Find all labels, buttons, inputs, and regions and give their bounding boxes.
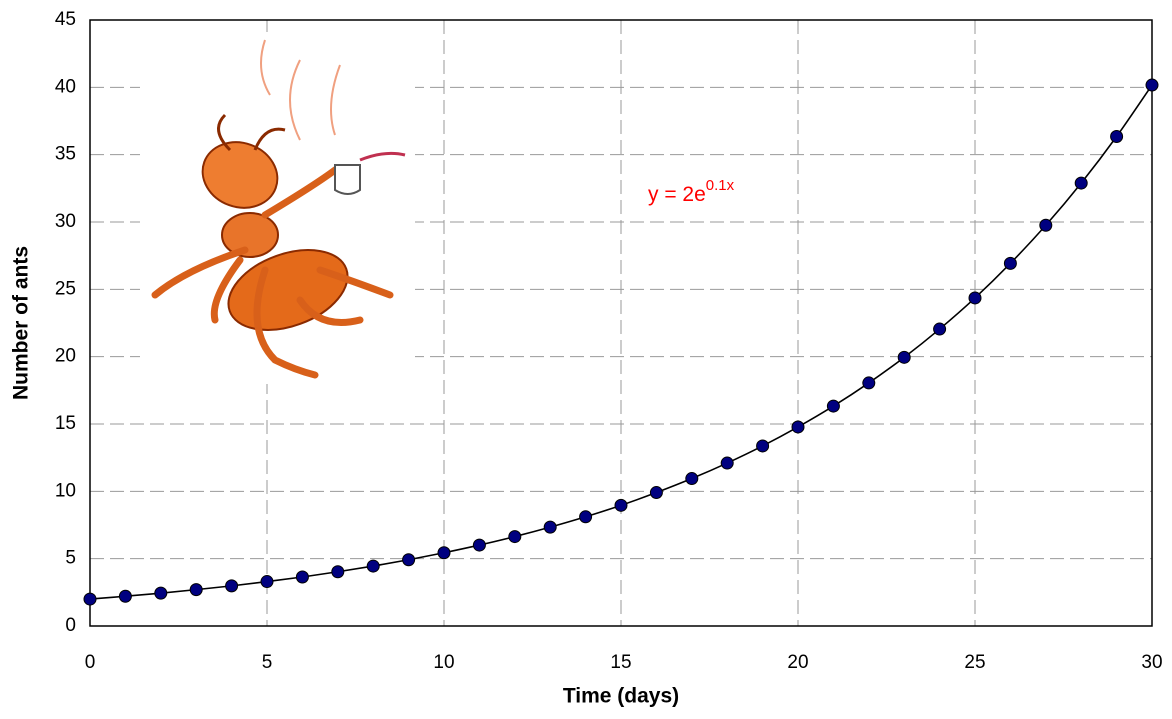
y-tick-label: 45 [55, 9, 76, 30]
data-point [367, 560, 379, 572]
data-point [686, 473, 698, 485]
y-tick-label: 40 [55, 76, 76, 97]
y-tick-label: 10 [55, 480, 76, 501]
data-point [332, 566, 344, 578]
data-point [226, 580, 238, 592]
data-point [155, 587, 167, 599]
y-tick-label: 35 [55, 144, 76, 165]
x-tick-label: 20 [787, 652, 808, 673]
data-point [261, 576, 273, 588]
data-point [1004, 257, 1016, 269]
x-axis-title: Time (days) [563, 685, 679, 708]
data-point [792, 421, 804, 433]
x-tick-label: 0 [85, 652, 96, 673]
data-point [615, 499, 627, 511]
x-tick-label: 25 [964, 652, 985, 673]
x-tick-label: 10 [433, 652, 454, 673]
data-point [509, 531, 521, 543]
x-tick-label: 30 [1141, 652, 1162, 673]
y-tick-label: 20 [55, 346, 76, 367]
data-point [1075, 177, 1087, 189]
data-point [438, 547, 450, 559]
y-tick-label: 15 [55, 413, 76, 434]
x-tick-label: 5 [262, 652, 273, 673]
chart: 0 5 10 15 20 25 30 35 40 45 0 5 10 15 20 25 30 y = 2e0.1… [0, 0, 1172, 719]
annotation-superscript: 0.1x [706, 177, 735, 194]
y-tick-label: 25 [55, 278, 76, 299]
data-point [473, 539, 485, 551]
data-point [119, 590, 131, 602]
data-point [721, 457, 733, 469]
data-point [757, 440, 769, 452]
data-point [898, 351, 910, 363]
annotation: y = 2e0.1x [648, 177, 735, 206]
data-point [403, 554, 415, 566]
data-point [580, 511, 592, 523]
data-point [544, 521, 556, 533]
data-point [1146, 79, 1158, 91]
y-tick-label: 5 [65, 548, 76, 569]
y-tick-label: 30 [55, 211, 76, 232]
annotation-text: y = 2e [648, 183, 706, 206]
data-point [934, 323, 946, 335]
data-point [296, 571, 308, 583]
y-tick-label: 0 [65, 615, 76, 636]
data-point [863, 377, 875, 389]
ant-illustration [140, 32, 415, 384]
data-point [650, 487, 662, 499]
data-point [1111, 130, 1123, 142]
data-point [969, 292, 981, 304]
data-point [190, 584, 202, 596]
y-axis-title: Number of ants [10, 246, 33, 400]
x-tick-label: 15 [610, 652, 631, 673]
data-point [84, 593, 96, 605]
data-point [1040, 219, 1052, 231]
data-point [827, 400, 839, 412]
